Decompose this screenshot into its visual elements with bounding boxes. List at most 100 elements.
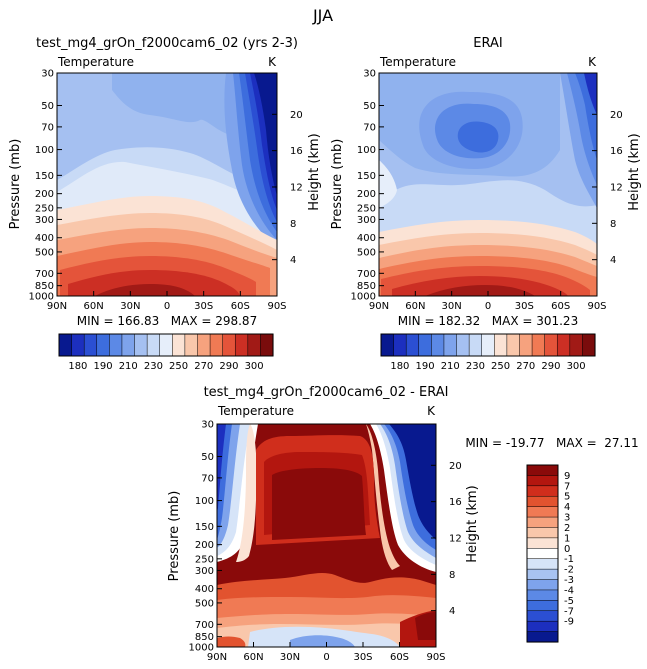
colorbar-swatch [468,333,483,357]
panel-title: test_mg4_grOn_f2000cam6_02 - ERAI [204,385,449,400]
colorbar-label: 180 [390,361,409,372]
colorbar-swatch [556,333,571,357]
y-tick-label: 850 [35,281,54,292]
y-tick-label: 100 [195,496,214,507]
y-tick-label: 150 [35,171,54,182]
colorbar-swatch [146,333,161,357]
figure-title: JJA [312,6,333,25]
colorbar-swatch [184,333,199,357]
colorbar-label: 190 [416,361,435,372]
colorbar-frame [380,333,596,357]
y2-tick-label: 12 [290,182,303,193]
variable-label: Temperature [379,55,456,69]
colorbar-swatch [209,333,224,357]
colorbar-swatch [443,333,458,357]
y-tick-label: 250 [357,203,376,214]
panel-model: test_mg4_grOn_f2000cam6_02 (yrs 2-3) Tem… [8,36,322,372]
y-axis-right: 4 8 12 16 20 [592,110,623,266]
colorbar-swatch [526,579,559,591]
colorbar-label: 4 [564,502,570,513]
y-tick-label: 50 [41,101,54,112]
y-tick-label: 200 [357,189,376,200]
colorbar-frame [526,464,559,643]
y-tick-label: 250 [35,203,54,214]
y-tick-label: 150 [195,522,214,533]
y2-axis-label: Height (km) [627,133,642,210]
colorbar-label: 230 [144,361,163,372]
colorbar-swatch [526,537,559,549]
colorbar-swatch [531,333,546,357]
y-tick-label: 300 [357,215,376,226]
panel-title: ERAI [473,36,502,51]
y2-axis-label: Height (km) [307,133,322,210]
y-tick-label: 30 [363,69,376,80]
colorbar-label: 270 [194,361,213,372]
x-tick-label: 90N [369,301,389,312]
colorbar-swatch [526,516,559,529]
colorbar-swatch [494,333,508,357]
y2-tick-label: 16 [610,146,623,157]
contour-field [379,73,597,296]
x-axis: 90N 60N 30N 0 30S 60S 90S [207,642,446,663]
y-tick-label: 70 [363,122,376,133]
y2-axis-label: Height (km) [465,485,480,562]
x-tick-label: 60S [231,301,250,312]
colorbar-label: 190 [94,361,113,372]
y-tick-label: 400 [35,233,54,244]
colorbar-swatch [222,333,236,357]
y-tick-label: 70 [201,473,214,484]
colorbar-label: -1 [564,554,574,565]
x-tick-label: 30N [120,301,140,312]
x-tick-label: 30S [194,301,213,312]
colorbar-frame [58,333,274,357]
min-max-stats: MIN = -19.77 MAX = 27.11 [465,436,638,450]
y-tick-label: 1000 [189,643,214,654]
y-axis-label: Pressure (mb) [8,139,23,230]
x-axis: 90N 60N 30N 0 30S 60S 90S [369,291,607,312]
y-axis-right: 4 8 12 16 20 [431,461,462,617]
x-tick-label: 30S [353,652,372,663]
colorbar-label: 270 [516,361,535,372]
x-tick-label: 90N [47,301,67,312]
y2-tick-label: 8 [610,219,616,230]
colorbar-swatch [380,333,395,357]
y-tick-label: 150 [357,171,376,182]
contour-band [95,284,195,296]
y2-tick-label: 20 [449,461,462,472]
y-tick-label: 400 [195,584,214,595]
y2-tick-label: 20 [610,110,623,121]
colorbar-swatch [247,333,261,357]
contour-band [584,73,597,115]
colorbar-swatch [526,558,559,570]
y-tick-label: 400 [357,233,376,244]
colorbar-swatch [526,620,559,633]
colorbar-swatch [526,495,559,508]
colorbar-swatch [431,333,445,357]
colorbar-swatch [96,333,110,357]
x-tick-label: 60N [243,652,263,663]
contour-band [290,635,355,647]
colorbar-label: 300 [245,361,264,372]
variable-label: Temperature [217,404,294,418]
y2-tick-label: 8 [449,570,455,581]
y2-tick-label: 16 [449,497,462,508]
y-tick-label: 70 [41,122,54,133]
x-tick-label: 30N [442,301,462,312]
x-tick-label: 0 [323,652,329,663]
y2-tick-label: 12 [449,533,462,544]
units-label: K [588,55,597,69]
colorbar-swatch [526,485,559,497]
colorbar-swatch [58,333,73,357]
colorbar-label: 9 [564,471,570,482]
y-tick-label: 700 [357,269,376,280]
x-tick-label: 30S [515,301,534,312]
contour-band [217,636,246,647]
colorbar-swatch [526,589,559,601]
contour-band [379,160,397,208]
colorbar-swatch [71,333,85,357]
colorbar-swatch [83,333,98,357]
x-tick-label: 60S [390,652,409,663]
colorbar-label: 7 [564,481,570,492]
